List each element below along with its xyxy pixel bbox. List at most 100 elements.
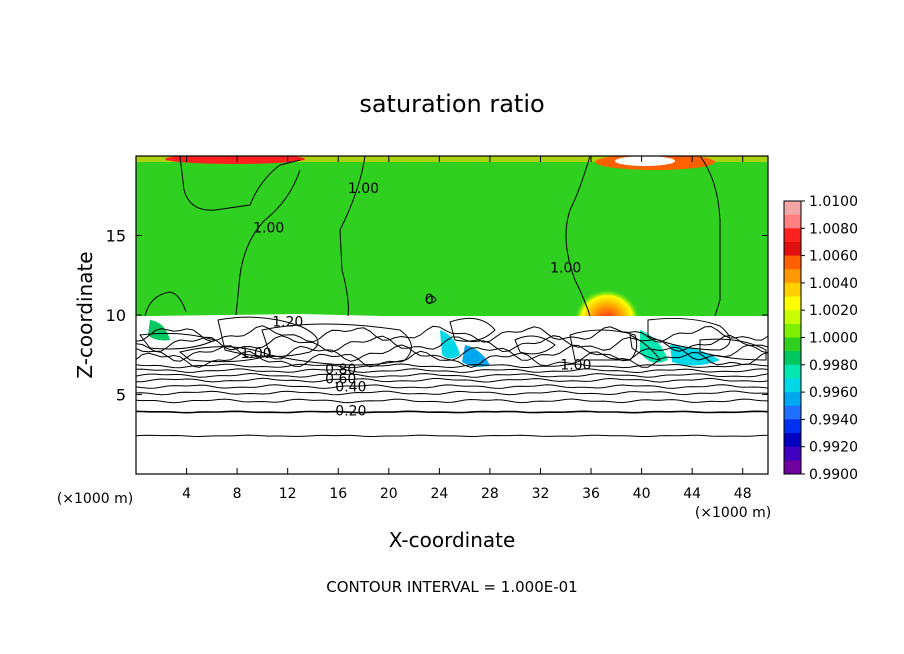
contour-label: 1.00 xyxy=(348,181,379,197)
y-tick-label: 5 xyxy=(116,386,126,405)
colorbar-swatch xyxy=(784,351,801,366)
x-unit-right: (×1000 m) xyxy=(695,505,771,521)
contour-line xyxy=(178,346,272,363)
contour-line xyxy=(261,323,412,366)
contour-line xyxy=(425,295,437,304)
contour-line xyxy=(235,169,301,316)
colorbar-label: 0.9960 xyxy=(809,385,858,401)
y-tick-label: 10 xyxy=(106,306,126,325)
colorbar-swatch xyxy=(784,460,801,475)
contour-line xyxy=(136,377,768,383)
y-axis: 5 10 15 xyxy=(106,227,768,405)
contour-label: 1.00 xyxy=(560,357,591,373)
contour-line xyxy=(699,338,767,361)
blue-patch-1 xyxy=(440,330,460,359)
contour-line xyxy=(136,410,768,414)
x-tick-label: 24 xyxy=(430,486,448,502)
colorbar-swatch xyxy=(784,310,801,325)
contour-line xyxy=(514,335,556,355)
x-tick-label: 20 xyxy=(380,486,398,502)
colorbar-swatch xyxy=(784,337,801,352)
colorbar-swatch xyxy=(784,378,801,393)
top-band xyxy=(136,156,768,162)
x-axis-label: X-coordinate xyxy=(389,528,516,552)
colorbar-swatch xyxy=(784,405,801,420)
y-tick-label: 15 xyxy=(106,227,126,246)
contour-line xyxy=(179,156,301,211)
contour-label-layer: 1.001.001.0001.201.000.800.600.400.201.0… xyxy=(240,181,591,420)
y-axis-label: Z-coordinate xyxy=(73,251,97,378)
contour-label: 0.20 xyxy=(335,403,366,419)
contour-label: 0.60 xyxy=(325,372,356,388)
contour-interval-note: CONTOUR INTERVAL = 1.000E-01 xyxy=(326,578,577,596)
colorbar-swatch xyxy=(784,241,801,257)
chart-title: saturation ratio xyxy=(359,90,544,118)
x-tick-label: 8 xyxy=(233,486,242,502)
contour-label: 0.80 xyxy=(325,362,356,378)
x-tick-label: 16 xyxy=(329,486,347,502)
contour-line xyxy=(136,390,768,396)
colorbar-swatch xyxy=(784,323,801,338)
contour-line xyxy=(136,434,768,438)
x-tick-label: 28 xyxy=(481,486,499,502)
colorbar-swatch xyxy=(784,269,801,284)
contour-line xyxy=(136,372,768,378)
colorbar-label: 0.9920 xyxy=(809,440,858,456)
blue-patch-3 xyxy=(640,330,668,363)
colorbar-label: 1.0040 xyxy=(809,276,858,292)
colorbar-label: 0.9980 xyxy=(809,358,858,374)
colorbar-swatch xyxy=(784,255,801,270)
colorbar-swatch xyxy=(784,419,801,434)
x-tick-label: 32 xyxy=(532,486,550,502)
colorbar-swatch xyxy=(784,364,801,379)
colorbar-label: 1.0080 xyxy=(809,221,858,237)
contour-line xyxy=(217,316,319,357)
contour-label: 0 xyxy=(425,292,434,308)
contour-line xyxy=(449,317,496,342)
x-tick-label: 48 xyxy=(734,486,752,502)
contour-label: 1.00 xyxy=(240,346,271,362)
contour-lines xyxy=(136,156,768,438)
colorbar-label: 1.0060 xyxy=(809,249,858,265)
contour-line xyxy=(136,368,768,374)
contour-line xyxy=(136,384,768,389)
x-tick-label: 44 xyxy=(683,486,701,502)
colorbar-label: 1.0100 xyxy=(809,194,858,210)
colorbar-swatch xyxy=(784,296,801,311)
colorbar-swatch xyxy=(784,446,801,461)
x-tick-label: 36 xyxy=(582,486,600,502)
contour-label: 1.20 xyxy=(272,314,303,330)
colorbar: 1.0100 1.0080 1.0060 1.0040 1.0020 1.0000 0.99… xyxy=(783,194,858,483)
x-tick-label: 40 xyxy=(633,486,651,502)
colorbar-label: 0.9900 xyxy=(809,467,858,483)
colorbar-swatch xyxy=(784,228,801,243)
colorbar-swatch xyxy=(784,433,801,448)
colorbar-swatch xyxy=(784,282,801,298)
cloud-region xyxy=(136,314,768,474)
x-tick-label: 12 xyxy=(279,486,297,502)
green-patch-cloud xyxy=(148,320,170,341)
colorbar-swatch xyxy=(784,201,801,216)
colorbar-label: 0.9940 xyxy=(809,412,858,428)
contour-label: 0.40 xyxy=(335,380,366,396)
contour-line xyxy=(569,329,638,361)
contour-label: 1.00 xyxy=(550,260,581,276)
colorbar-label: 1.0000 xyxy=(809,331,858,347)
contour-line xyxy=(144,291,187,317)
x-tick-label: 4 xyxy=(182,486,191,502)
heat-field xyxy=(136,156,768,474)
hot-spot-top-left xyxy=(165,156,305,164)
colorbar-swatch xyxy=(784,214,801,229)
x-unit-left: (×1000 m) xyxy=(57,491,133,507)
white-patch-top-right xyxy=(615,156,675,166)
contour-line xyxy=(139,332,217,350)
contour-line xyxy=(699,156,721,317)
x-axis: 4 8 12 16 20 24 28 32 36 40 44 48 xyxy=(182,156,752,502)
contour-label: 1.00 xyxy=(253,221,284,237)
colorbar-swatch xyxy=(784,392,801,407)
contour-line xyxy=(565,156,591,317)
contour-line xyxy=(136,363,768,369)
contour-line xyxy=(647,317,731,351)
colorbar-label: 1.0020 xyxy=(809,303,858,319)
